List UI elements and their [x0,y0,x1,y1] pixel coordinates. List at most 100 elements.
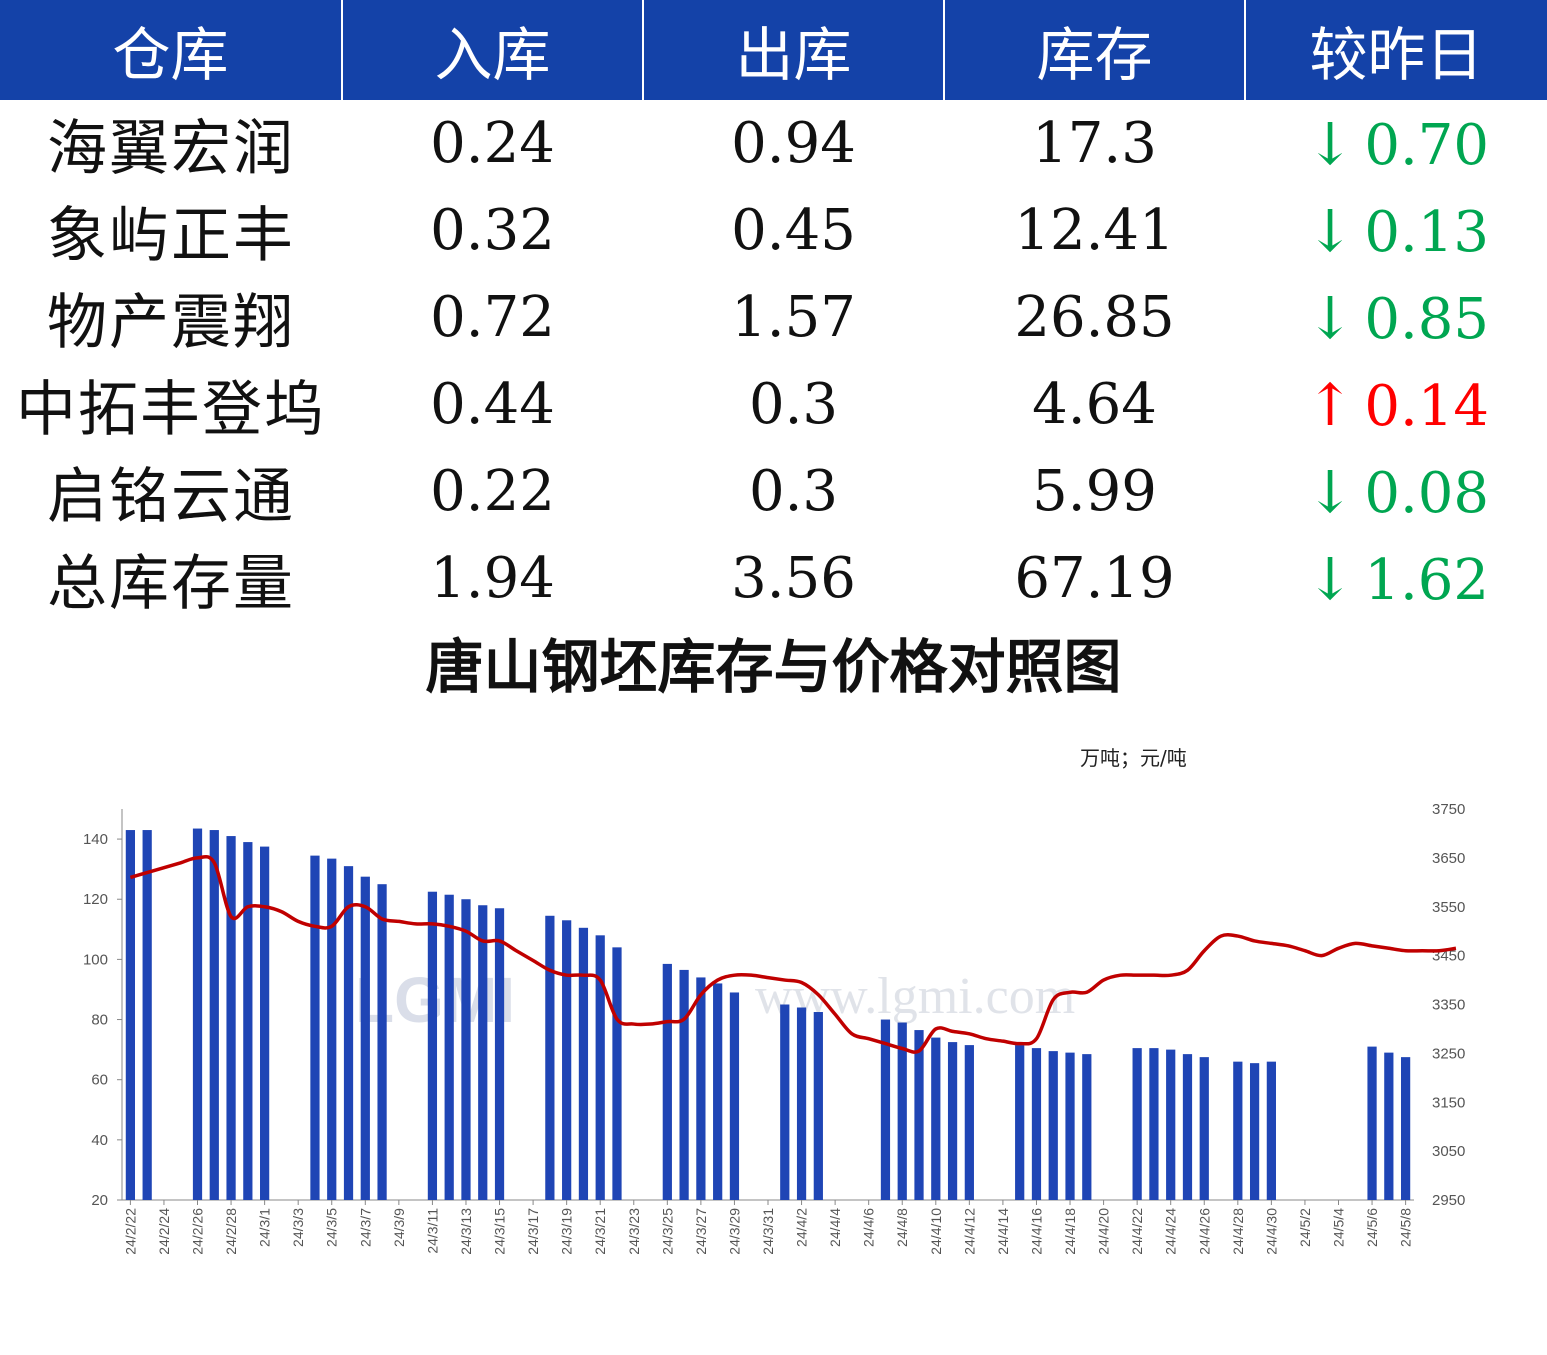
x-tick-label: 24/3/21 [592,1208,608,1255]
stock-bar [595,935,605,1200]
stock-bar [914,1030,924,1200]
stock-bar [796,1007,807,1200]
header-stock: 库存 [944,0,1246,100]
x-tick-label: 24/4/8 [894,1208,910,1247]
x-tick-label: 24/3/15 [492,1208,508,1255]
change-cell: ↓ 0.70 [1245,100,1547,187]
stock-bar [1233,1061,1243,1200]
inbound-value: 0.44 [430,372,555,437]
stock-value: 67.19 [1014,546,1175,611]
x-tick-label: 24/4/16 [1028,1208,1044,1255]
stock-bar [964,1045,974,1200]
stock-bar [461,899,471,1200]
stock-bar [327,858,337,1200]
stock-bar [931,1037,941,1200]
stock-bar [260,846,270,1200]
stock-bar [377,884,387,1200]
stock-bar [947,1042,958,1200]
stock-bar [226,836,236,1200]
stock-bar [1182,1054,1193,1200]
stock-bar [427,891,438,1200]
stock-value: 26.85 [1014,285,1175,350]
table-row: 海翼宏润 0.24 0.94 17.3 ↓ 0.70 [0,100,1547,187]
x-tick-label: 24/2/26 [190,1208,206,1255]
stock-bar [729,992,740,1200]
y-right-tick-label: 3150 [1432,1094,1465,1111]
stock-bar [1199,1057,1209,1200]
x-tick-label: 24/3/7 [357,1208,373,1247]
stock-bar [679,969,689,1200]
x-tick-label: 24/3/13 [458,1208,474,1255]
up-arrow-icon: ↑ [1305,370,1355,439]
outbound-value: 0.3 [748,372,839,437]
stock-bar [1166,1049,1176,1200]
stock-bar [713,983,723,1200]
warehouse-table-container: 仓库 入库 出库 库存 较昨日 海翼宏润 0.24 0.94 17.3 ↓ 0.7… [0,0,1547,622]
x-tick-label: 24/4/18 [1062,1208,1078,1255]
inbound-value: 1.94 [430,546,555,611]
x-tick-label: 24/4/28 [1230,1208,1246,1255]
stock-bar [545,915,555,1200]
change-value: 0.85 [1364,286,1489,352]
x-tick-label: 24/5/8 [1398,1208,1414,1247]
header-inbound: 入库 [342,0,644,100]
y-left-tick-label: 60 [91,1072,108,1089]
stock-bar [578,927,589,1200]
x-tick-label: 24/4/12 [961,1208,977,1255]
x-tick-label: 24/4/14 [995,1208,1011,1255]
y-left-tick-label: 80 [91,1012,108,1029]
header-warehouse: 仓库 [0,0,343,100]
down-arrow-icon: ↓ [1305,283,1355,352]
outbound-value: 1.57 [731,285,856,350]
y-right-tick-label: 3250 [1432,1045,1465,1062]
warehouse-name: 中拓丰登坞 [16,375,326,445]
inbound-value: 0.72 [430,285,555,350]
outbound-value: 0.45 [731,198,856,263]
watermark-url: www.lgmi.com [755,968,1075,1025]
x-tick-label: 24/5/6 [1364,1208,1380,1247]
stock-bar [897,1022,907,1200]
stock-bar [243,842,253,1200]
x-tick-label: 24/3/19 [559,1208,575,1255]
change-cell: ↓ 0.85 [1245,274,1547,361]
stock-bar [1132,1048,1142,1200]
stock-bar [192,828,203,1200]
table-row: 中拓丰登坞 0.44 0.3 4.64 ↑ 0.14 [0,361,1547,448]
x-tick-label: 24/4/6 [861,1208,877,1247]
stock-bar [142,830,152,1200]
table-row: 物产震翔 0.72 1.57 26.85 ↓ 0.85 [0,274,1547,361]
change-value: 0.13 [1364,199,1489,265]
stock-bar [1249,1063,1260,1200]
x-tick-label: 24/4/30 [1263,1208,1279,1255]
stock-bar [612,947,622,1200]
inbound-value: 0.22 [430,459,555,524]
x-tick-label: 24/4/2 [794,1208,810,1247]
y-left-tick-label: 120 [83,891,108,908]
stock-bar [780,1004,790,1200]
warehouse-name: 象屿正丰 [47,201,295,271]
stock-bar [1015,1045,1025,1200]
warehouse-table: 仓库 入库 出库 库存 较昨日 海翼宏润 0.24 0.94 17.3 ↓ 0.7… [0,0,1547,622]
stock-bar [880,1019,891,1200]
stock-bar [562,920,572,1200]
stock-bar [1048,1051,1058,1200]
stock-bar [1149,1048,1159,1200]
stock-value: 4.64 [1032,372,1157,437]
stock-bar [1400,1057,1411,1200]
outbound-value: 0.3 [748,459,839,524]
y-left-tick-label: 140 [83,831,108,848]
stock-bar [1065,1052,1075,1200]
y-right-tick-label: 3750 [1432,801,1465,818]
y-right-tick-label: 3550 [1432,899,1465,916]
x-tick-label: 24/3/1 [257,1208,273,1247]
change-cell: ↑ 0.14 [1245,361,1547,448]
y-left-tick-label: 20 [91,1192,108,1209]
x-tick-label: 24/2/22 [122,1208,138,1255]
x-tick-label: 24/4/20 [1096,1208,1112,1255]
header-change: 较昨日 [1245,0,1547,100]
x-tick-label: 24/3/31 [760,1208,776,1255]
stock-bar [696,977,706,1200]
x-tick-label: 24/2/24 [156,1208,172,1255]
inbound-value: 0.24 [430,111,555,176]
